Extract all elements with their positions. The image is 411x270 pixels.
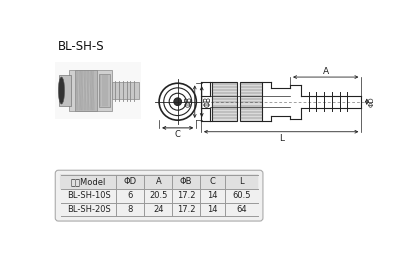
Ellipse shape (58, 77, 65, 104)
FancyBboxPatch shape (55, 170, 263, 221)
Text: BL-SH-20S: BL-SH-20S (67, 205, 111, 214)
FancyBboxPatch shape (60, 174, 258, 190)
Text: C: C (210, 177, 215, 186)
Text: L: L (239, 177, 244, 186)
Text: A: A (323, 66, 329, 76)
Text: 型号Model: 型号Model (71, 177, 106, 186)
Text: BL-SH-S: BL-SH-S (58, 40, 104, 53)
Text: 14: 14 (207, 205, 218, 214)
Text: 60.5: 60.5 (232, 191, 250, 200)
Text: L: L (279, 134, 284, 143)
Bar (112, 82, 139, 99)
Text: 17.2: 17.2 (177, 191, 196, 200)
Text: ΦB: ΦB (180, 177, 192, 186)
Text: A: A (155, 177, 161, 186)
Text: ΦB: ΦB (203, 96, 212, 107)
Bar (55, 62, 141, 119)
Text: 64: 64 (236, 205, 247, 214)
Text: 6: 6 (128, 191, 133, 200)
Text: 8: 8 (128, 205, 133, 214)
Text: 24: 24 (153, 205, 164, 214)
Text: 20.5: 20.5 (149, 191, 168, 200)
Text: 14: 14 (207, 191, 218, 200)
Bar (240, 82, 262, 121)
Text: ΦD: ΦD (124, 177, 137, 186)
Bar (75, 70, 97, 111)
Text: 17.2: 17.2 (177, 205, 196, 214)
Text: C: C (175, 130, 181, 139)
Text: ΦB: ΦB (184, 96, 193, 107)
Circle shape (174, 98, 182, 106)
Bar (59, 75, 71, 106)
Bar (212, 82, 238, 121)
Text: ΦD: ΦD (368, 96, 374, 107)
Bar (99, 74, 109, 107)
Bar (69, 70, 112, 111)
Text: BL-SH-10S: BL-SH-10S (67, 191, 111, 200)
